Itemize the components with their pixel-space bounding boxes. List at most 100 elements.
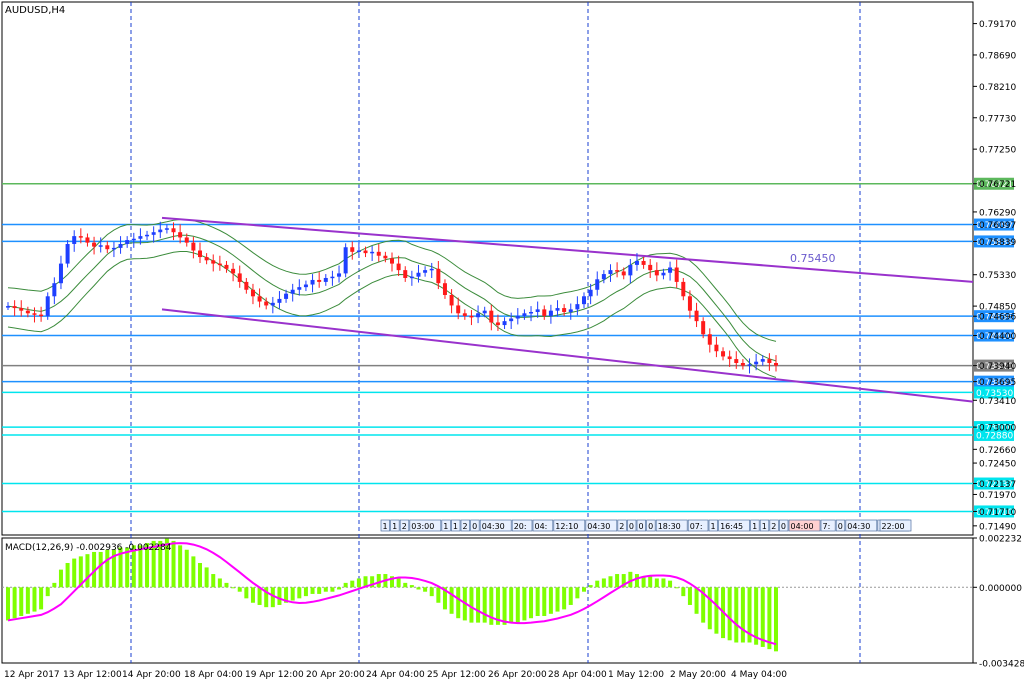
- candle-body: [32, 313, 37, 315]
- macd-histogram-bar: [178, 545, 183, 588]
- macd-histogram-bar: [774, 587, 778, 652]
- macd-histogram-bar: [489, 587, 494, 625]
- macd-histogram-bar: [65, 563, 70, 588]
- period-tag-label: 0: [648, 522, 653, 531]
- period-tag: [655, 519, 688, 532]
- macd-panel: 0.002232 0.000000 -0.003428: [2, 535, 1024, 670]
- macd-histogram-bar: [648, 576, 653, 588]
- macd-histogram-bar: [568, 587, 573, 605]
- macd-histogram-bar: [211, 574, 216, 588]
- macd-histogram-bar: [231, 587, 236, 589]
- period-tag: [788, 519, 821, 532]
- macd-histogram-bar: [184, 549, 189, 588]
- macd-histogram-bar: [760, 587, 765, 647]
- candle-body: [681, 281, 686, 297]
- period-tag: [585, 519, 618, 532]
- candle-body: [118, 243, 123, 248]
- period-tag-label: 1: [443, 522, 448, 531]
- period-tag: [390, 519, 400, 532]
- candle-body: [370, 251, 375, 254]
- candle-body: [191, 242, 196, 251]
- period-tag: [750, 519, 760, 532]
- price-tick-label: 0.75330: [979, 271, 1016, 281]
- macd-histogram-bar: [582, 587, 586, 592]
- period-tag: [479, 519, 512, 532]
- macd-histogram-bar: [244, 587, 249, 599]
- candle-body: [290, 289, 295, 294]
- macd-histogram-bar: [72, 558, 77, 588]
- price-tick-label: 0.76721: [979, 180, 1016, 190]
- candle-body: [548, 310, 553, 316]
- candle-body: [297, 287, 302, 290]
- macd-histogram-bar: [337, 587, 342, 590]
- candle-body: [456, 305, 461, 314]
- time-axis-label: 2 May 20:00: [670, 670, 726, 680]
- macd-histogram-bar: [85, 554, 90, 588]
- horizontal-levels: 0.76721 0.76097 0.75839 0.74696 0.74400 0.739…: [2, 177, 1014, 518]
- candle-body: [85, 237, 90, 243]
- candle-body: [204, 257, 209, 261]
- candle-body: [754, 361, 759, 365]
- macd-histogram-bar: [701, 587, 706, 623]
- macd-histogram-bar: [39, 587, 44, 610]
- macd-histogram-bar: [363, 576, 368, 588]
- candle-body: [356, 250, 361, 253]
- macd-histogram-bar: [105, 549, 110, 588]
- candle-body: [264, 301, 269, 306]
- candle-body: [125, 240, 130, 244]
- candle-body: [727, 356, 732, 360]
- macd-histogram-bar: [515, 587, 520, 623]
- macd-histogram-bar: [396, 578, 401, 588]
- period-tag-label: 04:30: [482, 522, 505, 531]
- macd-histogram-bar: [250, 587, 255, 603]
- level-price-label-1: 0.76097: [976, 221, 1013, 231]
- candle-body: [555, 308, 560, 311]
- period-tag: [820, 519, 836, 532]
- level-price-tag-3: [974, 310, 1014, 323]
- price-tick-label: 0.76097: [979, 221, 1016, 231]
- candle-body: [350, 247, 355, 252]
- macd-histogram-bar: [204, 567, 209, 588]
- candle-body: [648, 264, 653, 271]
- candle-body: [224, 264, 229, 269]
- time-axis-label: 12 Apr 2017: [4, 670, 60, 680]
- period-tag-label: 0: [472, 522, 477, 531]
- candle-body: [634, 260, 639, 265]
- main-plot-frame: [1, 1, 974, 536]
- macd-signal-line: [7, 542, 777, 646]
- price-tick-label: 0.73940: [979, 362, 1016, 372]
- macd-plot-frame: [1, 537, 974, 664]
- candle-body: [509, 318, 514, 322]
- macd-histogram-bar: [754, 587, 759, 645]
- candle-body: [601, 274, 606, 280]
- trendline-price-label: 0.75450: [790, 252, 836, 265]
- macd-histogram-bar: [542, 587, 547, 617]
- macd-histogram-bar: [767, 587, 772, 650]
- candle-body: [171, 228, 176, 233]
- candle-body: [184, 237, 189, 243]
- macd-histogram-bar: [217, 578, 222, 588]
- channel-trendlines: [161, 216, 974, 403]
- macd-histogram-bar: [12, 587, 17, 619]
- macd-histogram-bar: [191, 556, 196, 588]
- macd-histogram-bar: [456, 587, 461, 619]
- envelope-bands: [7, 219, 777, 378]
- candle-body: [502, 321, 507, 326]
- candle-body: [131, 238, 136, 241]
- period-tag-label: 1: [453, 522, 458, 531]
- candle-body: [111, 247, 116, 250]
- macd-histogram-bar: [687, 587, 692, 605]
- level-price-tag-4: [974, 329, 1014, 342]
- time-axis: 12 Apr 2017 13 Apr 12:00 14 Apr 20:00 18 Ap…: [4, 519, 912, 680]
- macd-histogram-bar: [608, 576, 613, 588]
- trendline-upper-channel: [161, 216, 974, 283]
- macd-histogram-bar: [25, 587, 30, 614]
- macd-histogram-bar: [409, 585, 414, 588]
- candle-body: [721, 351, 726, 357]
- candle-body: [39, 314, 44, 317]
- level-price-tag-11: [974, 505, 1014, 518]
- candle-body: [72, 236, 77, 244]
- candle-body: [237, 273, 242, 282]
- macd-histogram-bar: [707, 587, 712, 630]
